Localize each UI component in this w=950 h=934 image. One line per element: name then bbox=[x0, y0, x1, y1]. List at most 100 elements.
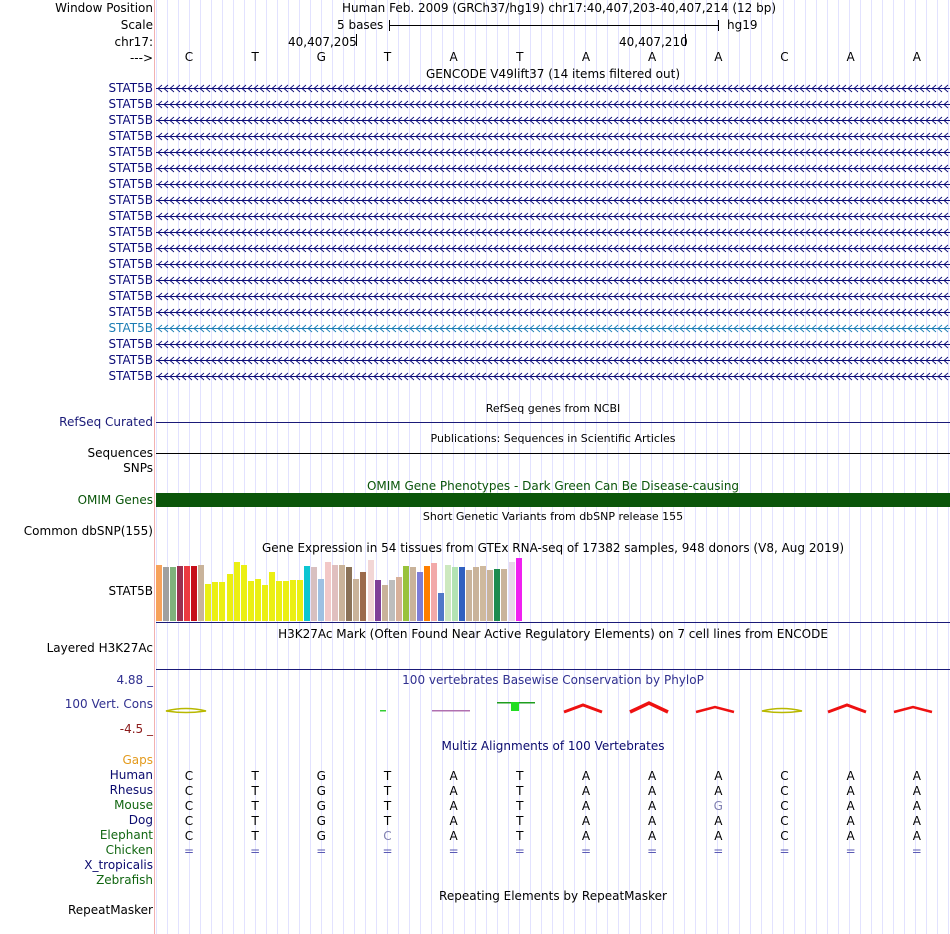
snps-label[interactable]: SNPs bbox=[123, 461, 153, 475]
gtex-tissue-bar[interactable] bbox=[318, 578, 325, 621]
gencode-gene-label[interactable]: STAT5B bbox=[108, 305, 154, 319]
gtex-track-title[interactable]: Gene Expression in 54 tissues from GTEx … bbox=[261, 541, 845, 555]
gtex-tissue-bar[interactable] bbox=[473, 567, 480, 621]
gtex-tissue-bar[interactable] bbox=[438, 592, 444, 621]
gtex-tissue-bar[interactable] bbox=[268, 572, 275, 621]
gtex-tissue-bar[interactable] bbox=[177, 565, 184, 621]
gtex-tissue-bar[interactable] bbox=[156, 564, 162, 621]
gencode-gene-label[interactable]: STAT5B bbox=[108, 289, 154, 303]
gtex-tissue-bar[interactable] bbox=[289, 580, 296, 621]
gtex-tissue-bar[interactable] bbox=[480, 565, 487, 621]
species-label[interactable]: X_tropicalis bbox=[84, 858, 153, 872]
gtex-tissue-bar[interactable] bbox=[423, 565, 430, 621]
gencode-gene-label[interactable]: STAT5B bbox=[108, 353, 154, 367]
gencode-gene-feature[interactable] bbox=[156, 340, 950, 349]
refseq-label[interactable]: RefSeq Curated bbox=[59, 415, 153, 429]
gencode-gene-feature[interactable] bbox=[156, 276, 950, 285]
gtex-tissue-bar[interactable] bbox=[282, 580, 289, 621]
gencode-gene-feature[interactable] bbox=[156, 308, 950, 317]
gencode-gene-feature[interactable] bbox=[156, 356, 950, 365]
gencode-gene-feature[interactable] bbox=[156, 372, 950, 381]
gencode-gene-label[interactable]: STAT5B bbox=[108, 241, 154, 255]
gtex-barchart[interactable] bbox=[156, 557, 556, 621]
gtex-tissue-bar[interactable] bbox=[275, 580, 282, 621]
gtex-tissue-bar[interactable] bbox=[367, 560, 374, 621]
gtex-tissue-bar[interactable] bbox=[381, 584, 388, 621]
gencode-gene-label[interactable]: STAT5B bbox=[108, 273, 154, 287]
gencode-gene-feature[interactable] bbox=[156, 164, 950, 173]
repeatmasker-track-title[interactable]: Repeating Elements by RepeatMasker bbox=[439, 889, 667, 903]
gtex-tissue-bar[interactable] bbox=[430, 562, 437, 621]
gencode-track-title[interactable]: GENCODE V49lift37 (14 items filtered out… bbox=[425, 67, 680, 81]
gencode-gene-feature[interactable] bbox=[156, 148, 950, 157]
scale-label[interactable]: Scale bbox=[120, 18, 153, 32]
gencode-gene-label[interactable]: STAT5B bbox=[108, 113, 154, 127]
gencode-gene-label[interactable]: STAT5B bbox=[108, 161, 154, 175]
gencode-gene-feature[interactable] bbox=[156, 84, 950, 93]
multiz-track-title[interactable]: Multiz Alignments of 100 Vertebrates bbox=[441, 739, 665, 753]
phylop-label[interactable]: 100 Vert. Cons bbox=[64, 697, 153, 711]
gtex-tissue-bar[interactable] bbox=[212, 581, 219, 621]
gencode-gene-label[interactable]: STAT5B bbox=[108, 369, 154, 383]
h3k27ac-label[interactable]: Layered H3K27Ac bbox=[46, 641, 153, 655]
publications-label[interactable]: Sequences bbox=[87, 446, 153, 460]
gtex-tissue-bar[interactable] bbox=[494, 569, 501, 621]
gtex-tissue-bar[interactable] bbox=[339, 564, 346, 621]
gencode-gene-label[interactable]: STAT5B bbox=[108, 257, 154, 271]
gtex-tissue-bar[interactable] bbox=[416, 572, 423, 621]
gencode-gene-label[interactable]: STAT5B bbox=[108, 193, 154, 207]
gaps-label[interactable]: Gaps bbox=[122, 753, 153, 767]
position-title[interactable]: Human Feb. 2009 (GRCh37/hg19) chr17:40,4… bbox=[342, 1, 777, 15]
publications-line[interactable] bbox=[156, 453, 950, 454]
gtex-tissue-bar[interactable] bbox=[395, 576, 402, 621]
gtex-tissue-bar[interactable] bbox=[360, 572, 367, 621]
refseq-track-title[interactable]: RefSeq genes from NCBI bbox=[485, 402, 621, 415]
gtex-tissue-bar[interactable] bbox=[191, 565, 198, 621]
gtex-tissue-bar[interactable] bbox=[240, 564, 247, 621]
dbsnp-label[interactable]: Common dbSNP(155) bbox=[23, 524, 153, 538]
species-label[interactable]: Rhesus bbox=[109, 783, 153, 797]
dbsnp-track-title[interactable]: Short Genetic Variants from dbSNP releas… bbox=[422, 510, 684, 523]
gtex-tissue-bar[interactable] bbox=[452, 567, 459, 621]
gtex-tissue-bar[interactable] bbox=[297, 580, 303, 621]
gtex-tissue-bar[interactable] bbox=[332, 564, 339, 621]
gtex-tissue-bar[interactable] bbox=[508, 562, 515, 621]
publications-track-title[interactable]: Publications: Sequences in Scientific Ar… bbox=[430, 432, 676, 445]
gtex-tissue-bar[interactable] bbox=[247, 581, 254, 621]
gencode-gene-label[interactable]: STAT5B bbox=[108, 337, 154, 351]
gtex-tissue-bar[interactable] bbox=[304, 565, 311, 621]
omim-bar[interactable] bbox=[156, 493, 950, 507]
phylop-track-title[interactable]: 100 vertebrates Basewise Conservation by… bbox=[402, 673, 704, 687]
gencode-gene-label[interactable]: STAT5B bbox=[108, 97, 154, 111]
gtex-tissue-bar[interactable] bbox=[219, 581, 226, 621]
gtex-tissue-bar[interactable] bbox=[311, 567, 318, 621]
repeatmasker-label[interactable]: RepeatMasker bbox=[67, 903, 153, 917]
gtex-tissue-bar[interactable] bbox=[226, 573, 233, 621]
strand-label[interactable]: ---> bbox=[129, 51, 153, 65]
gencode-gene-feature[interactable] bbox=[156, 244, 950, 253]
gencode-gene-label[interactable]: STAT5B bbox=[108, 209, 154, 223]
omim-label[interactable]: OMIM Genes bbox=[77, 493, 153, 507]
gtex-tissue-bar[interactable] bbox=[170, 566, 177, 621]
gtex-tissue-bar[interactable] bbox=[487, 570, 494, 621]
gtex-tissue-bar[interactable] bbox=[402, 565, 409, 621]
gencode-gene-feature[interactable] bbox=[156, 116, 950, 125]
gencode-gene-feature[interactable] bbox=[156, 212, 950, 221]
gencode-gene-label[interactable]: STAT5B bbox=[108, 321, 154, 335]
gtex-tissue-bar[interactable] bbox=[254, 579, 261, 621]
gtex-tissue-bar[interactable] bbox=[198, 564, 205, 621]
gencode-gene-feature[interactable] bbox=[156, 292, 950, 301]
species-label[interactable]: Chicken bbox=[105, 843, 153, 857]
gencode-gene-label[interactable]: STAT5B bbox=[108, 81, 154, 95]
gencode-gene-label[interactable]: STAT5B bbox=[108, 225, 154, 239]
gencode-gene-feature[interactable] bbox=[156, 196, 950, 205]
phylop-glyphs[interactable] bbox=[156, 700, 950, 716]
species-label[interactable]: Elephant bbox=[99, 828, 153, 842]
gencode-gene-feature[interactable] bbox=[156, 324, 950, 333]
h3k27ac-track-title[interactable]: H3K27Ac Mark (Often Found Near Active Re… bbox=[278, 627, 828, 641]
gtex-tissue-bar[interactable] bbox=[325, 562, 332, 621]
gencode-gene-feature[interactable] bbox=[156, 100, 950, 109]
gtex-tissue-bar[interactable] bbox=[205, 583, 212, 621]
gtex-tissue-bar[interactable] bbox=[233, 562, 240, 621]
gtex-tissue-bar[interactable] bbox=[346, 567, 353, 621]
